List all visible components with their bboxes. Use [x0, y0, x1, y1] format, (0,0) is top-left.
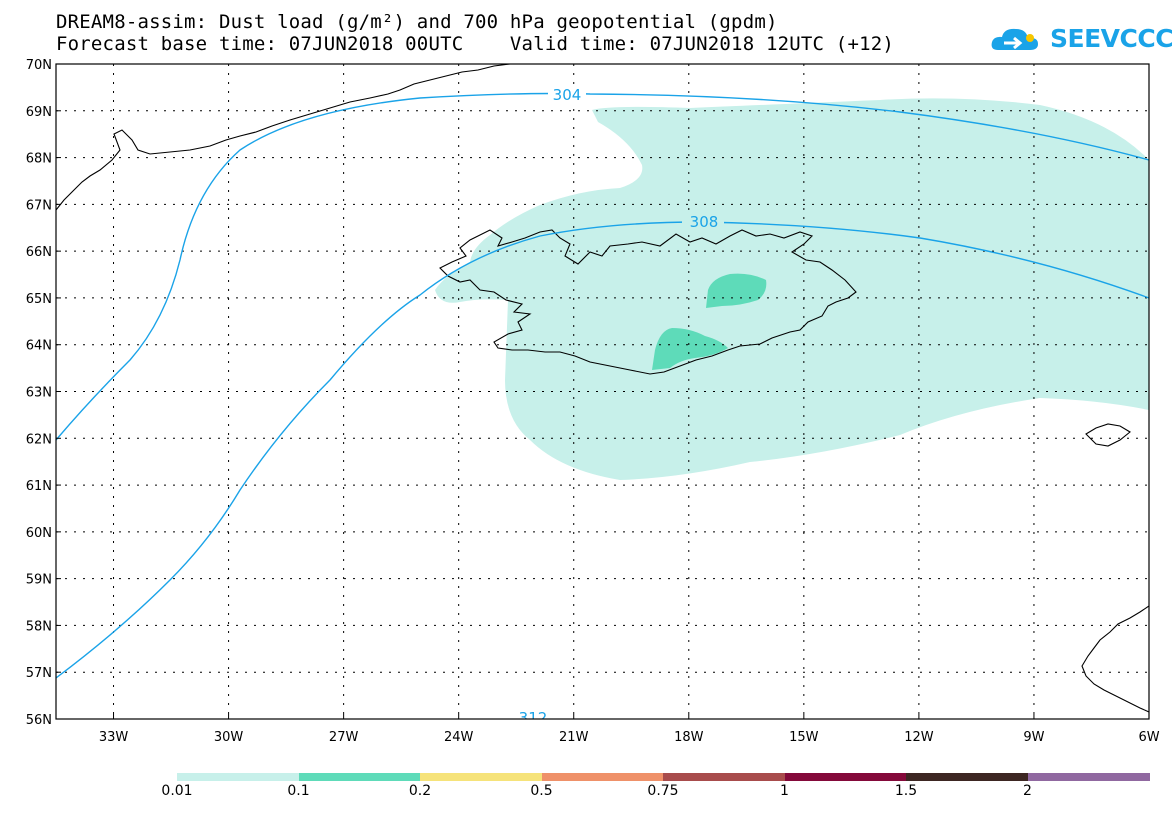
colorbar-label: 0.1 — [287, 783, 310, 799]
longitude-labels: 33W 30W 27W 24W 21W 18W 15W 12W 9W 6W — [99, 714, 1160, 745]
lat-label: 60N — [26, 526, 52, 541]
lat-label: 67N — [26, 198, 52, 213]
lat-label: 61N — [26, 479, 52, 494]
lon-label: 33W — [99, 730, 129, 745]
latitude-labels: 70N 69N 68N 67N 66N 65N 64N 63N 62N 61N 60N 59N 58N 5… — [26, 58, 61, 728]
contour-label-304: 304 — [553, 86, 582, 104]
colorbar-label: 1 — [780, 783, 789, 799]
colorbar-segment — [663, 773, 785, 781]
lat-label: 69N — [26, 105, 52, 120]
lat-label: 62N — [26, 432, 52, 447]
logo-text: SEEVCCC — [1050, 24, 1174, 53]
lon-label: 15W — [789, 730, 819, 745]
map-title: DREAM8-assim: Dust load (g/m²) and 700 h… — [56, 11, 778, 33]
colorbar-label: 0.01 — [161, 783, 193, 799]
colorbar-label: 0.5 — [530, 783, 553, 799]
colorbar-segment — [420, 773, 542, 781]
colorbar-label: 2 — [1023, 783, 1032, 799]
dust-area-light — [435, 98, 1149, 480]
lon-label: 27W — [329, 730, 359, 745]
lon-label: 21W — [559, 730, 589, 745]
geopotential-contours — [56, 92, 1149, 679]
contour-304 — [56, 92, 1149, 441]
cloud-logo-icon — [991, 28, 1038, 50]
lon-label: 24W — [444, 730, 474, 745]
map-grid — [56, 64, 1149, 719]
colorbar-segment — [906, 773, 1028, 781]
lon-label: 30W — [214, 730, 244, 745]
colorbar-segment — [298, 773, 421, 781]
lon-label: 9W — [1023, 730, 1044, 745]
map-subtitle: Forecast base time: 07JUN2018 00UTC Vali… — [56, 33, 895, 55]
lat-label: 56N — [26, 713, 52, 728]
faroe-coastline — [1085, 423, 1131, 447]
norway-coastline — [1081, 605, 1149, 713]
dust-area-medium-north — [706, 273, 767, 308]
lat-label: 58N — [26, 619, 52, 634]
lat-label: 68N — [26, 152, 52, 167]
colorbar-label: 1.5 — [894, 783, 918, 799]
lon-label: 18W — [674, 730, 704, 745]
colorbar-segment — [177, 773, 299, 781]
contour-308 — [56, 221, 1149, 679]
contour-label-bg — [682, 213, 724, 231]
lon-label: 6W — [1138, 730, 1159, 745]
iceland-coastline — [439, 229, 857, 375]
colorbar-label: 0.75 — [647, 783, 679, 799]
contour-label-312: 312 — [519, 709, 548, 727]
lat-label: 70N — [26, 58, 52, 73]
contour-label-308: 308 — [690, 213, 719, 231]
contour-label-bg — [548, 86, 586, 104]
coastlines — [56, 64, 1149, 713]
lon-label: 12W — [904, 730, 934, 745]
colorbar-segment — [784, 773, 907, 781]
lat-label: 59N — [26, 573, 52, 588]
lat-label: 64N — [26, 339, 52, 354]
colorbar-segment — [541, 773, 664, 781]
lat-label: 65N — [26, 292, 52, 307]
greenland-coastline — [56, 64, 511, 211]
lat-label: 66N — [26, 245, 52, 260]
lat-label: 57N — [26, 666, 52, 681]
colorbar-label: 0.2 — [408, 783, 432, 799]
dust-area-medium-south — [652, 328, 728, 370]
colorbar-segment — [1027, 773, 1150, 781]
lat-label: 63N — [26, 386, 52, 401]
